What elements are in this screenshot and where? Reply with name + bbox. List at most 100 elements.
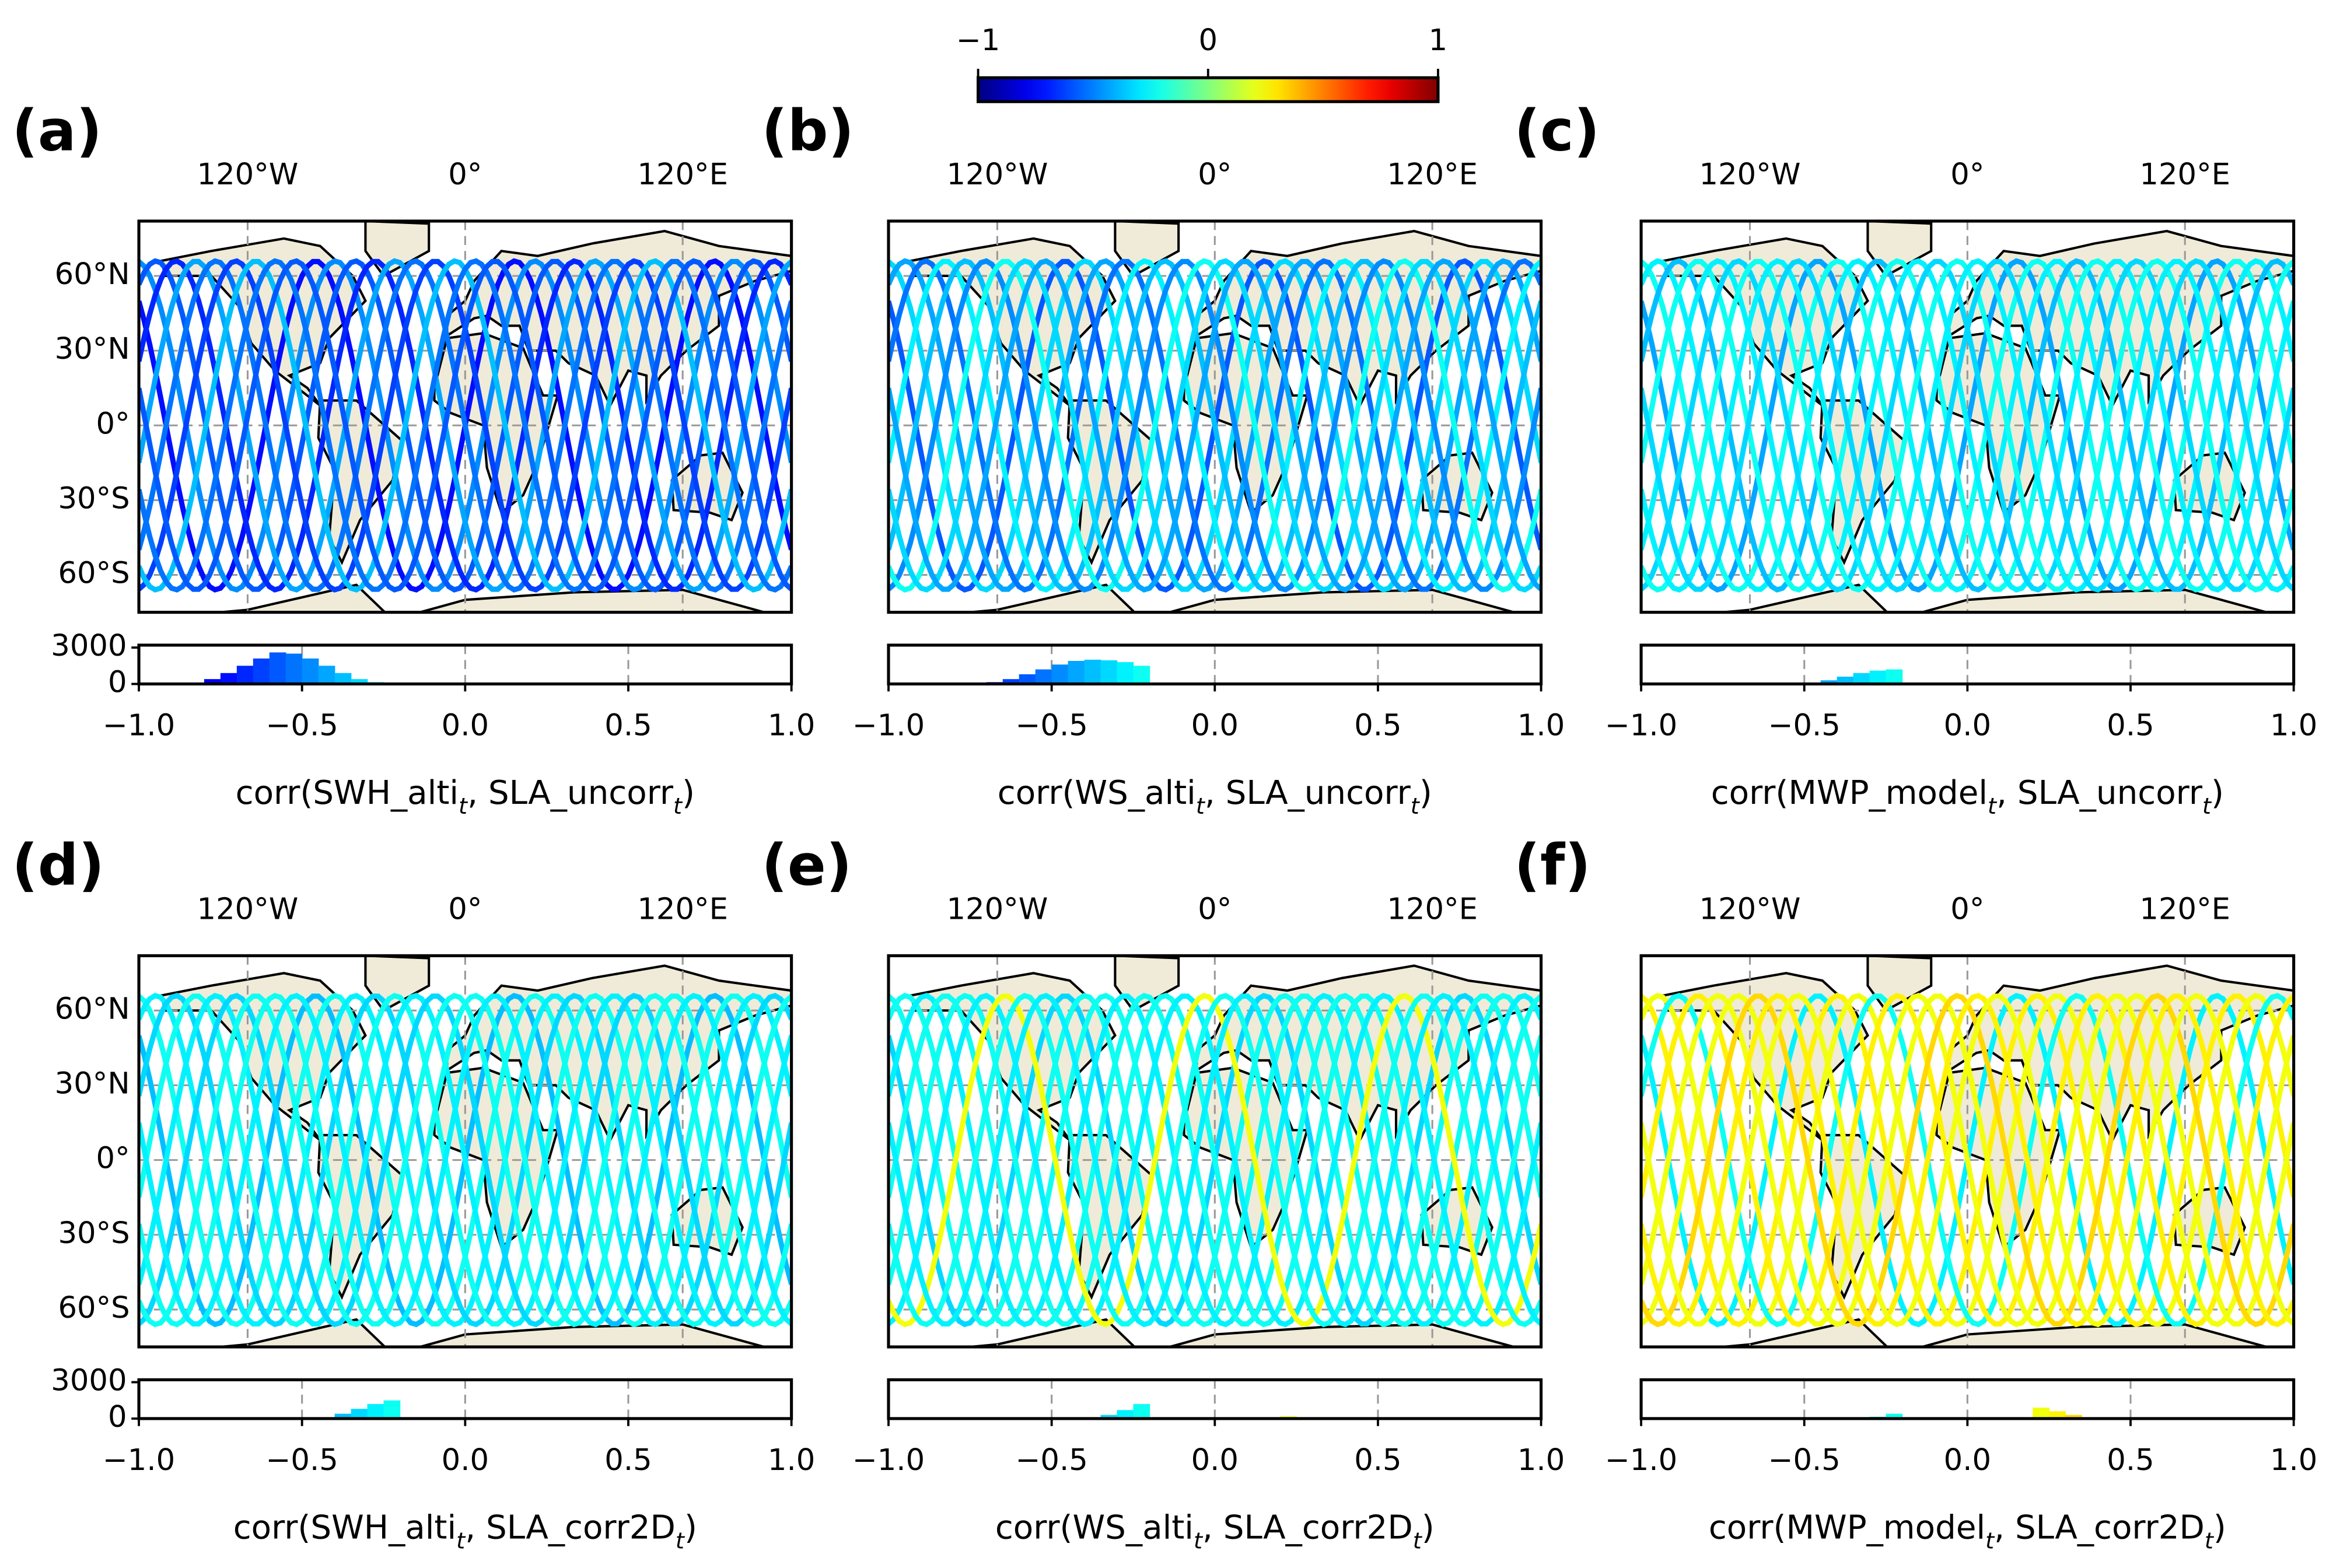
satellite-track (889, 992, 1541, 1328)
x-axis-label-part: t (1985, 1528, 1995, 1554)
x-axis-label-part: t (673, 793, 683, 820)
x-axis-label: corr(WS_altit, SLA_corr2Dt) (995, 1508, 1435, 1554)
x-tick-label: −1.0 (852, 708, 925, 743)
histogram-bar (253, 658, 270, 684)
satellite-track (889, 992, 1541, 1328)
x-axis-label-part: t (459, 793, 468, 820)
lon-tick-label: 120°W (197, 157, 299, 192)
map-frame (887, 219, 1543, 614)
lat-tick-label: 30°S (58, 1216, 130, 1251)
histogram-bar (2033, 1408, 2049, 1419)
histogram-bar (1100, 1415, 1118, 1419)
lon-tick-label: 120°W (946, 157, 1048, 192)
lon-tick-label: 120°E (2139, 157, 2230, 192)
x-axis-label-part: corr(MWP_model (1709, 1508, 1985, 1546)
colorbar-tick-label: −1 (956, 23, 1000, 58)
histogram-bar (220, 673, 237, 684)
lon-tick-label: 0° (448, 892, 482, 927)
x-axis-label-part: ) (2211, 774, 2224, 812)
lon-tick-label: 120°W (197, 892, 299, 927)
lon-tick-label: 120°E (637, 157, 728, 192)
panel-label: (d) (12, 832, 104, 898)
x-tick-label: 1.0 (1517, 1443, 1565, 1478)
x-axis-label-part: t (2205, 1528, 2215, 1554)
histogram-frame (137, 643, 793, 686)
x-axis-label-part: corr(SWH_alti (236, 774, 459, 812)
x-axis-label-part: t (1413, 1528, 1423, 1554)
colorbar (977, 76, 1440, 103)
lon-tick-label: 120°E (637, 892, 728, 927)
lon-tick-label: 120°E (1387, 157, 1478, 192)
x-axis-label-part: , SLA_corr2D (1994, 1508, 2205, 1546)
lon-tick-label: 120°W (946, 892, 1048, 927)
x-axis-label-part: corr(WS_alti (995, 1508, 1194, 1546)
x-tick-label: 0.5 (604, 708, 652, 743)
histogram-bar (1886, 1413, 1903, 1419)
lon-tick-label: 0° (1950, 157, 1984, 192)
x-tick-label: −0.5 (1768, 1443, 1841, 1478)
satellite-track (1641, 992, 2294, 1328)
histogram-frame (137, 1378, 793, 1420)
x-tick-label: −0.5 (1015, 1443, 1087, 1478)
lat-tick-label: 60°S (58, 556, 130, 591)
map-frame (137, 954, 793, 1349)
satellite-track (1641, 992, 2294, 1328)
x-axis-label: corr(WS_altit, SLA_uncorrt) (998, 774, 1432, 820)
colorbar-tick-label: 0 (1198, 23, 1218, 58)
lat-tick-label: 30°N (55, 1066, 130, 1101)
x-tick-label: 0.5 (2107, 708, 2154, 743)
histogram-bar (318, 666, 335, 684)
x-axis-label-part: ) (1419, 774, 1432, 812)
lat-tick-label: 0° (96, 1141, 130, 1176)
x-tick-label: 0.0 (442, 1443, 489, 1478)
x-tick-label: −1.0 (1605, 708, 1677, 743)
histogram-bar (1068, 660, 1085, 684)
histogram-frame (1639, 1378, 2296, 1420)
lat-tick-label: 60°N (55, 257, 130, 292)
histogram-bar (1084, 659, 1101, 684)
x-axis-label-part: corr(WS_alti (998, 774, 1196, 812)
lat-tick-label: 30°S (58, 481, 130, 516)
x-axis-label-part: t (1988, 793, 1998, 820)
histogram-bar (351, 679, 368, 684)
x-tick-label: 0.0 (1191, 708, 1239, 743)
x-axis-label-part: ) (1422, 1508, 1435, 1546)
x-axis-label: corr(MWP_modelt, SLA_uncorrt) (1711, 774, 2224, 820)
x-tick-label: −1.0 (852, 1443, 925, 1478)
satellite-track (139, 992, 792, 1328)
satellite-track (1641, 258, 2294, 593)
histogram-bar (236, 666, 254, 684)
x-axis-label: corr(MWP_modelt, SLA_corr2Dt) (1709, 1508, 2226, 1554)
x-tick-label: 1.0 (2270, 708, 2317, 743)
x-axis-label-part: t (1411, 793, 1421, 820)
histogram-bar (1002, 679, 1020, 684)
x-tick-label: −0.5 (1015, 708, 1087, 743)
x-tick-label: 0.0 (1191, 1443, 1239, 1478)
x-tick-label: 0.0 (442, 708, 489, 743)
satellite-track (889, 258, 1541, 593)
lon-tick-label: 0° (1950, 892, 1984, 927)
histogram-bar (383, 1400, 401, 1419)
histogram-bar (204, 679, 221, 684)
x-tick-label: 0.0 (1944, 708, 1991, 743)
satellite-track (889, 992, 1541, 1328)
x-tick-label: −0.5 (266, 708, 338, 743)
satellite-track (1641, 258, 2294, 593)
lon-tick-label: 120°E (2139, 892, 2230, 927)
x-axis-label-part: , SLA_corr2D (465, 1508, 676, 1546)
x-tick-label: −0.5 (1768, 708, 1841, 743)
satellite-track (139, 258, 792, 593)
histogram-bar (1869, 670, 1887, 684)
x-tick-label: 1.0 (2270, 1443, 2317, 1478)
lat-tick-label: 0° (96, 406, 130, 441)
lon-tick-label: 0° (448, 157, 482, 192)
lon-tick-label: 120°W (1699, 892, 1801, 927)
histogram-bar (1117, 1410, 1134, 1419)
map (889, 221, 1541, 612)
satellite-track (139, 258, 792, 593)
x-tick-label: 1.0 (768, 708, 815, 743)
histogram-bar (1035, 669, 1052, 684)
map-frame (137, 219, 793, 614)
